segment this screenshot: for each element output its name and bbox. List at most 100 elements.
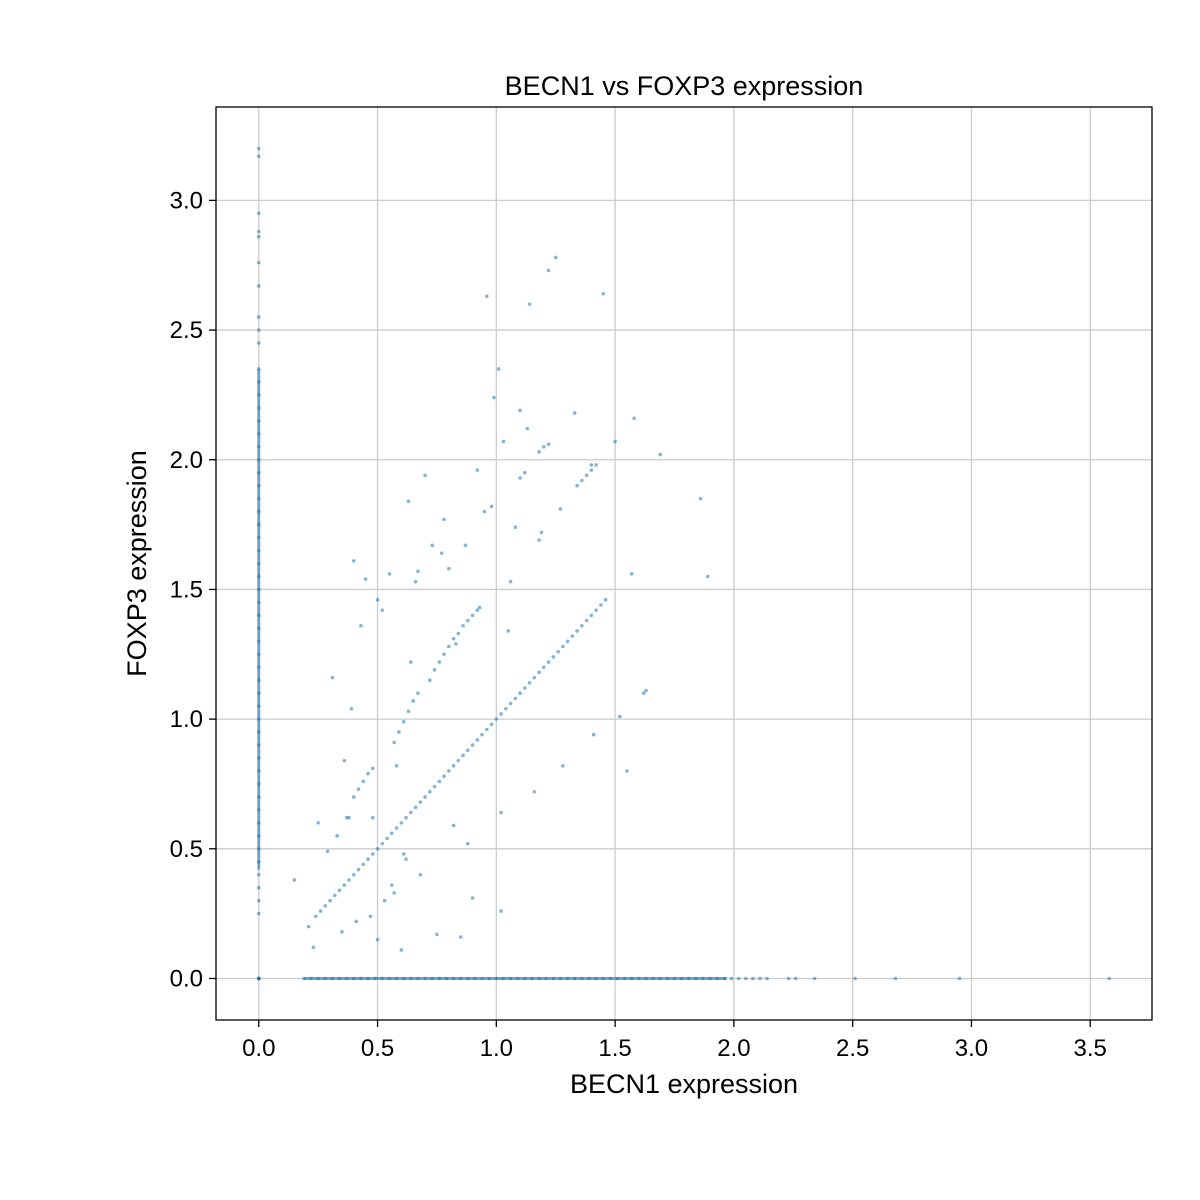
data-point — [501, 439, 506, 444]
data-point — [572, 976, 577, 981]
data-point — [256, 229, 261, 234]
data-point — [256, 509, 261, 514]
data-point — [406, 499, 411, 504]
data-point — [256, 406, 261, 410]
data-point — [382, 898, 387, 903]
data-point — [729, 976, 734, 981]
data-point — [389, 831, 394, 836]
data-point — [413, 805, 418, 810]
data-point — [530, 976, 534, 981]
data-point — [694, 976, 698, 981]
data-point — [470, 613, 475, 618]
data-point — [532, 789, 537, 794]
data-point — [428, 789, 432, 794]
data-point — [392, 740, 396, 745]
data-point — [351, 872, 356, 877]
y-tick-label: 0.5 — [170, 836, 203, 863]
data-point — [256, 730, 261, 734]
data-point — [354, 919, 358, 924]
data-point — [256, 885, 261, 890]
data-point — [337, 888, 342, 893]
data-point — [456, 758, 461, 763]
data-point — [489, 504, 494, 509]
data-point — [599, 603, 603, 607]
data-point — [594, 463, 598, 467]
data-point — [551, 976, 556, 981]
data-point — [361, 779, 366, 784]
data-point — [423, 473, 427, 478]
data-point — [508, 701, 513, 706]
data-point — [451, 823, 456, 828]
data-point — [686, 976, 691, 981]
x-tick-label: 3.5 — [1074, 1035, 1107, 1062]
data-point — [423, 976, 427, 981]
data-point — [658, 452, 663, 457]
data-point — [641, 691, 646, 695]
data-point — [736, 976, 741, 981]
data-point — [256, 561, 261, 566]
data-point — [416, 691, 420, 695]
data-point — [499, 909, 503, 913]
data-point — [580, 976, 584, 981]
data-point — [444, 976, 449, 981]
data-point — [347, 878, 351, 882]
data-point — [366, 976, 370, 981]
data-point — [256, 260, 261, 265]
data-point — [487, 976, 491, 981]
data-point — [256, 234, 261, 239]
data-point — [480, 976, 484, 981]
data-point — [513, 525, 518, 529]
data-point — [344, 976, 349, 981]
data-point — [337, 976, 342, 981]
data-point — [256, 769, 261, 773]
data-point — [589, 463, 594, 467]
data-point — [399, 948, 404, 952]
data-point — [501, 976, 506, 981]
data-point — [447, 644, 451, 649]
data-point — [256, 691, 261, 695]
data-point — [361, 862, 366, 867]
data-point — [470, 743, 475, 747]
data-point — [328, 898, 332, 903]
data-point — [340, 930, 344, 934]
data-point — [572, 411, 577, 415]
data-point — [256, 976, 261, 981]
data-point — [456, 631, 461, 636]
data-point — [370, 766, 375, 771]
data-point — [957, 976, 962, 981]
data-point — [853, 976, 857, 981]
x-tick-label: 0.0 — [242, 1035, 275, 1062]
data-point — [325, 849, 330, 854]
data-point — [485, 294, 489, 299]
data-point — [537, 450, 541, 454]
data-point — [332, 893, 337, 898]
data-point — [489, 722, 494, 727]
data-point — [359, 623, 363, 628]
data-point — [401, 719, 406, 724]
data-point — [256, 704, 261, 708]
data-point — [256, 795, 261, 799]
data-point — [537, 976, 541, 981]
data-point — [458, 935, 463, 939]
data-point — [546, 660, 551, 664]
data-point — [373, 976, 377, 981]
x-axis-label: BECN1 expression — [570, 1069, 798, 1099]
data-point — [587, 976, 591, 981]
data-point — [418, 800, 423, 804]
data-point — [256, 898, 261, 903]
data-point — [701, 976, 705, 981]
data-point — [461, 753, 465, 758]
data-point — [603, 598, 608, 602]
data-point — [256, 834, 261, 838]
data-point — [330, 675, 335, 680]
data-point — [256, 613, 261, 618]
data-point — [613, 439, 617, 444]
data-point — [316, 821, 320, 825]
data-point — [430, 543, 434, 548]
data-point — [442, 517, 446, 522]
data-point — [442, 774, 446, 778]
data-point — [256, 859, 261, 864]
y-tick-label: 2.0 — [170, 447, 203, 474]
data-point — [594, 976, 598, 981]
data-point — [539, 530, 544, 535]
